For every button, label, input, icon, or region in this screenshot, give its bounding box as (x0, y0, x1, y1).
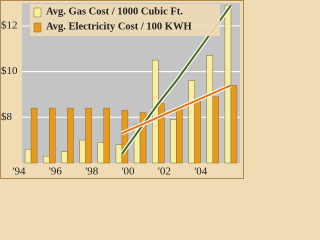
bar (115, 144, 123, 164)
bar (194, 101, 201, 164)
x-tick-label: '02 (158, 166, 171, 178)
bar (188, 80, 195, 164)
chart: $8 $10 $12 '94 '96 '98 '00 '02 '04 Avg. Gas Cost … (0, 0, 244, 179)
y-tick-label: $8 (1, 111, 13, 123)
x-tick-label: '00 (122, 166, 135, 178)
bar (79, 139, 86, 164)
bar (43, 155, 50, 164)
bar (49, 107, 56, 164)
bar (224, 5, 232, 164)
x-tick-label: '04 (194, 166, 207, 178)
bar (97, 142, 104, 164)
bar (212, 96, 219, 164)
bar (67, 107, 74, 164)
x-tick-label: '94 (13, 166, 26, 178)
x-tick-label: '96 (49, 166, 62, 178)
bar (158, 103, 165, 164)
page: $8 $10 $12 '94 '96 '98 '00 '02 '04 Avg. Gas Cost … (0, 0, 244, 179)
bar (230, 85, 238, 164)
legend-swatch (33, 7, 42, 18)
y-tick-label: $12 (1, 19, 18, 31)
trend-line (121, 84, 232, 135)
y-tick-label: $10 (1, 65, 18, 77)
legend-label: Avg. Electricity Cost / 100 KWH (46, 21, 192, 32)
bar (24, 149, 32, 164)
bar (85, 107, 92, 164)
bar (103, 107, 110, 164)
legend: Avg. Gas Cost / 1000 Cubic Ft. Avg. Elect… (30, 4, 220, 36)
x-tick-label: '98 (85, 166, 98, 178)
legend-box (30, 4, 220, 36)
bar (30, 107, 38, 164)
bar (139, 112, 147, 164)
bar (170, 119, 177, 164)
bar (61, 151, 68, 164)
bar (206, 55, 213, 164)
bar (121, 110, 129, 164)
bar (176, 107, 183, 164)
legend-label: Avg. Gas Cost / 1000 Cubic Ft. (46, 6, 183, 17)
legend-swatch (33, 22, 42, 33)
